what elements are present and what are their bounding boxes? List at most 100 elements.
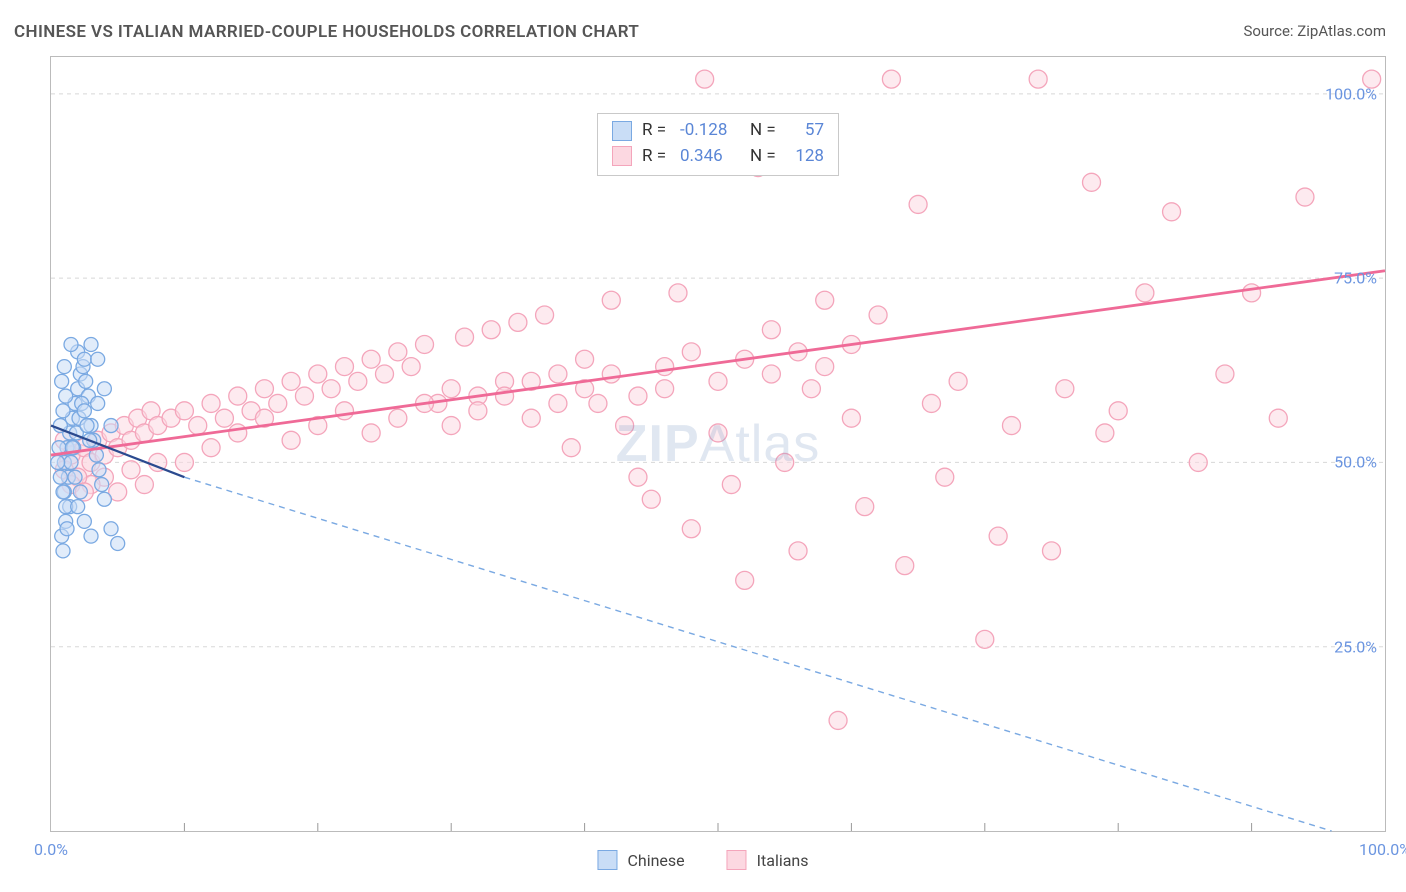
- italian-point: [882, 70, 900, 88]
- legend-series-label: Chinese: [627, 851, 684, 870]
- italian-point: [175, 402, 193, 420]
- chinese-point: [97, 382, 111, 396]
- chinese-point: [84, 337, 98, 351]
- italian-point: [295, 387, 313, 405]
- n-value: 57: [788, 118, 824, 144]
- plot-area: R =-0.128N =57R =0.346N =128 ZIPAtlas 25…: [50, 56, 1386, 832]
- r-label: R =: [642, 118, 670, 144]
- chinese-point: [77, 514, 91, 528]
- legend-correlation-row: R =0.346N =128: [612, 144, 824, 170]
- italian-point: [656, 380, 674, 398]
- legend-series-item: Chinese: [597, 850, 684, 870]
- italian-point: [335, 358, 353, 376]
- italian-point: [1029, 70, 1047, 88]
- italian-point: [589, 394, 607, 412]
- italian-point: [616, 417, 634, 435]
- r-value: -0.128: [680, 118, 740, 144]
- italian-point: [669, 284, 687, 302]
- italian-point: [269, 394, 287, 412]
- italian-point: [722, 476, 740, 494]
- chinese-point: [56, 485, 70, 499]
- italian-point: [202, 394, 220, 412]
- chinese-point: [64, 455, 78, 469]
- italian-point: [122, 461, 140, 479]
- italian-point: [442, 380, 460, 398]
- y-tick-label: 25.0%: [1334, 637, 1377, 656]
- chinese-point: [56, 404, 70, 418]
- italian-point: [522, 409, 540, 427]
- italian-point: [549, 365, 567, 383]
- italian-point: [442, 417, 460, 435]
- italian-point: [762, 365, 780, 383]
- italian-point: [362, 424, 380, 442]
- legend-correlation: R = -0.128 N = 57R =0.346N =128: [597, 113, 839, 176]
- italian-point: [549, 394, 567, 412]
- italian-point: [762, 321, 780, 339]
- italian-point: [536, 306, 554, 324]
- italian-point: [989, 527, 1007, 545]
- chinese-point: [97, 492, 111, 506]
- legend-correlation-row: R = -0.128 N = 57: [612, 118, 824, 144]
- x-tick-label: 100.0%: [1359, 840, 1406, 859]
- italian-point: [856, 498, 874, 516]
- italian-point: [229, 387, 247, 405]
- chinese-point: [71, 500, 85, 514]
- italian-point: [1002, 417, 1020, 435]
- italian-point: [349, 372, 367, 390]
- italian-point: [602, 365, 620, 383]
- chinese-point: [68, 470, 82, 484]
- legend-series-item: Italians: [727, 850, 809, 870]
- italian-swatch-icon: [612, 146, 632, 166]
- italian-point: [936, 468, 954, 486]
- chinese-point: [79, 374, 93, 388]
- italian-point: [682, 343, 700, 361]
- italian-point: [816, 291, 834, 309]
- chinese-point: [57, 360, 71, 374]
- italian-point: [1296, 188, 1314, 206]
- n-label: N =: [750, 118, 778, 144]
- legend-series: Chinese Italians: [597, 850, 808, 870]
- chinese-point: [55, 374, 69, 388]
- italian-point: [709, 372, 727, 390]
- chinese-point: [104, 419, 118, 433]
- italian-point: [842, 409, 860, 427]
- italian-point: [1216, 365, 1234, 383]
- italian-point: [629, 468, 647, 486]
- italian-point: [709, 424, 727, 442]
- n-value: 128: [788, 144, 824, 170]
- chinese-point: [56, 544, 70, 558]
- y-tick-label: 100.0%: [1325, 84, 1377, 103]
- italian-point: [362, 350, 380, 368]
- italian-point: [976, 630, 994, 648]
- italian-point: [1096, 424, 1114, 442]
- chinese-point: [59, 389, 73, 403]
- italian-point: [629, 387, 647, 405]
- chinese-swatch-icon: [597, 850, 617, 870]
- italian-point: [829, 711, 847, 729]
- italian-point: [736, 571, 754, 589]
- chinese-point: [92, 463, 106, 477]
- italian-point: [189, 417, 207, 435]
- italian-point: [255, 380, 273, 398]
- italian-point: [482, 321, 500, 339]
- italian-point: [562, 439, 580, 457]
- chinese-point: [111, 537, 125, 551]
- chinese-point: [91, 352, 105, 366]
- italian-point: [1136, 284, 1154, 302]
- italian-point: [682, 520, 700, 538]
- chart-title: CHINESE VS ITALIAN MARRIED-COUPLE HOUSEH…: [14, 22, 639, 42]
- italian-point: [322, 380, 340, 398]
- italian-point: [335, 402, 353, 420]
- italian-point: [896, 557, 914, 575]
- italian-point: [175, 453, 193, 471]
- chinese-point: [51, 455, 65, 469]
- chinese-point: [80, 419, 94, 433]
- italian-swatch-icon: [727, 850, 747, 870]
- italian-point: [496, 387, 514, 405]
- italian-point: [135, 476, 153, 494]
- chinese-point: [104, 522, 118, 536]
- italian-point: [1043, 542, 1061, 560]
- italian-point: [816, 358, 834, 376]
- italian-point: [215, 409, 233, 427]
- italian-point: [602, 291, 620, 309]
